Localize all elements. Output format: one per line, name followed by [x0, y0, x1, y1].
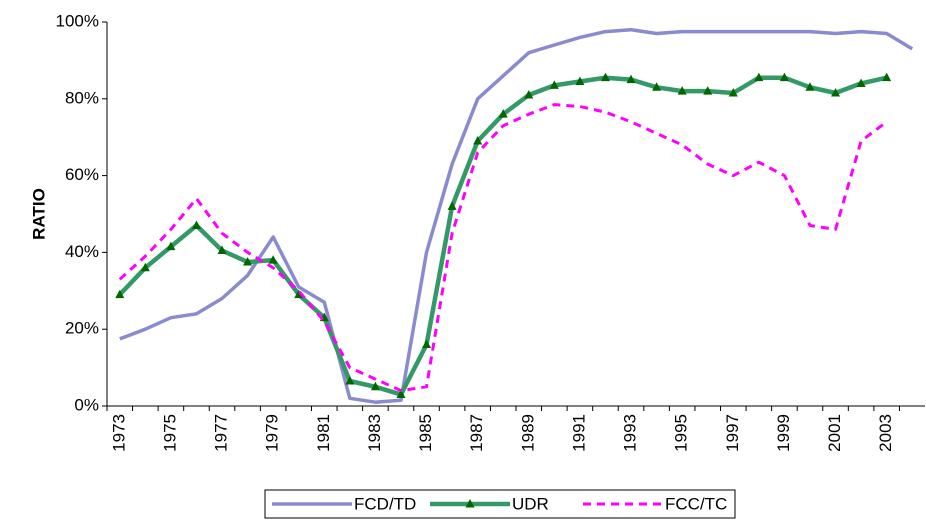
marker	[294, 289, 304, 299]
marker	[447, 201, 457, 210]
x-tick-label: 2003	[876, 414, 895, 452]
y-tick-label: 60%	[65, 165, 99, 184]
marker	[166, 241, 176, 251]
marker	[191, 220, 201, 230]
x-tick-label: 1989	[518, 414, 537, 452]
marker	[856, 78, 866, 87]
marker	[345, 376, 355, 385]
marker	[498, 109, 508, 118]
y-axis-label: RATIO	[29, 188, 48, 240]
marker	[779, 72, 789, 82]
marker	[524, 89, 534, 99]
marker	[831, 88, 841, 97]
marker	[396, 389, 406, 398]
y-tick-label: 20%	[65, 319, 99, 338]
x-tick-label: 1999	[774, 414, 793, 452]
marker	[370, 381, 380, 391]
legend-label: UDR	[512, 494, 549, 513]
x-tick-label: 1981	[314, 414, 333, 452]
marker	[626, 74, 636, 84]
x-tick-label: 1991	[569, 414, 588, 452]
x-tick-label: 1973	[109, 414, 128, 452]
marker	[243, 257, 253, 266]
x-tick-label: 1977	[212, 414, 231, 452]
y-tick-label: 100%	[56, 11, 99, 30]
x-tick-label: 1993	[621, 414, 640, 452]
series-line	[119, 27, 914, 404]
marker	[217, 245, 227, 254]
marker	[600, 72, 610, 82]
marker	[115, 289, 125, 299]
legend-marker	[465, 499, 475, 508]
x-tick-label: 1997	[723, 414, 742, 452]
marker	[754, 72, 764, 82]
marker	[549, 80, 559, 89]
x-tick-label: 1979	[263, 414, 282, 452]
x-tick-label: 1985	[416, 414, 435, 452]
marker	[703, 86, 713, 95]
x-tick-label: 2001	[825, 414, 844, 452]
y-tick-label: 80%	[65, 88, 99, 107]
marker	[140, 262, 150, 272]
marker	[805, 82, 815, 91]
marker	[268, 255, 278, 264]
marker	[652, 82, 662, 91]
marker	[677, 86, 687, 95]
y-tick-label: 40%	[65, 242, 99, 261]
marker	[473, 136, 483, 145]
y-tick-label: 0%	[74, 395, 99, 414]
legend-label: FCD/TD	[354, 494, 416, 513]
marker	[422, 339, 432, 349]
x-tick-label: 1995	[672, 414, 691, 452]
series-line	[118, 103, 888, 393]
marker	[882, 72, 892, 82]
legend-label: FCC/TC	[665, 494, 727, 513]
marker	[728, 88, 738, 97]
x-tick-label: 1975	[160, 414, 179, 452]
marker	[575, 76, 585, 86]
x-tick-label: 1983	[365, 414, 384, 452]
x-tick-label: 1987	[467, 414, 486, 452]
